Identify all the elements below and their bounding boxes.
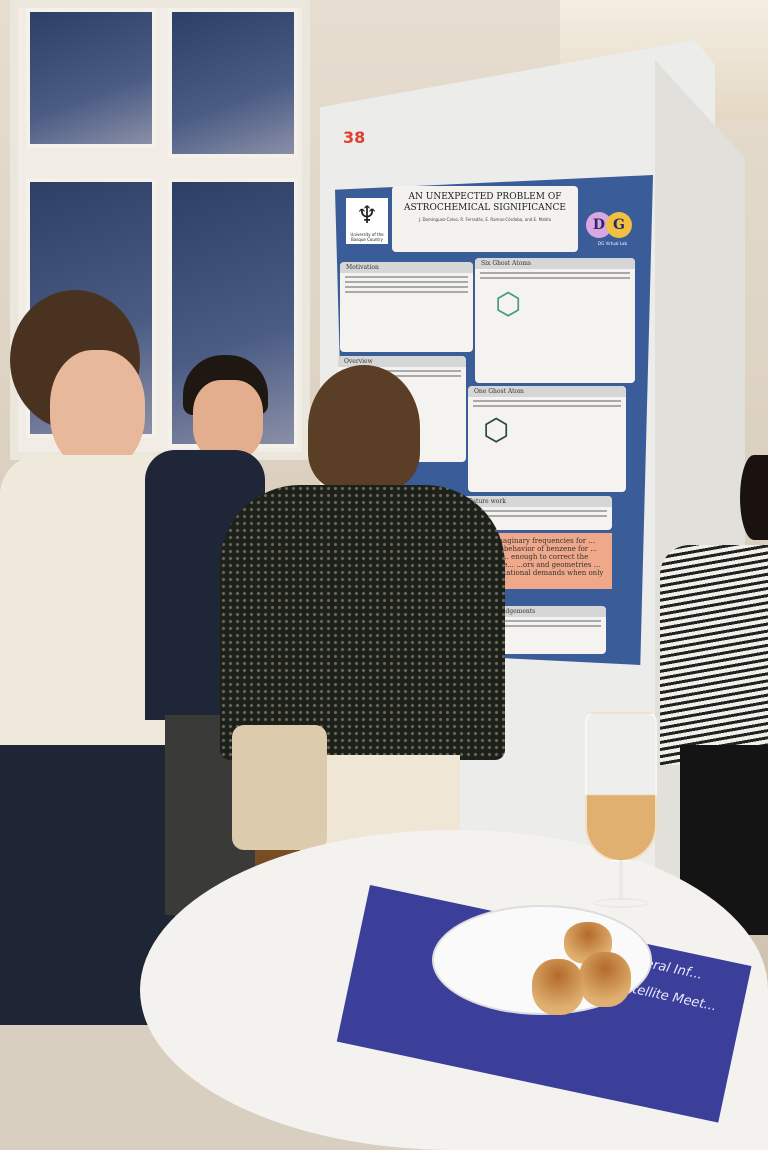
shoulder-bag: [232, 725, 327, 850]
wine-glass: [585, 712, 657, 912]
section-motivation: Motivation: [340, 262, 473, 352]
person-striped-shirt: [660, 455, 768, 935]
section-six-ghost-atoms: Six Ghost Atoms ⬡: [475, 258, 635, 383]
poster-title: AN UNEXPECTED PROBLEM OF ASTROCHEMICAL S…: [404, 192, 566, 213]
board-number: 38: [343, 128, 366, 147]
person-woman-floral-dress: [210, 365, 505, 850]
poster-authors: J. Domínguez-Calvo, R. Ferradás, E. Ramo…: [418, 217, 552, 222]
university-logo: ♆ University of the Basque Country: [346, 198, 388, 244]
section-one-ghost-atom: One Ghost Atom ⬡: [468, 386, 626, 492]
poster-title-box: AN UNEXPECTED PROBLEM OF ASTROCHEMICAL S…: [392, 186, 578, 252]
plate: [432, 905, 652, 1015]
